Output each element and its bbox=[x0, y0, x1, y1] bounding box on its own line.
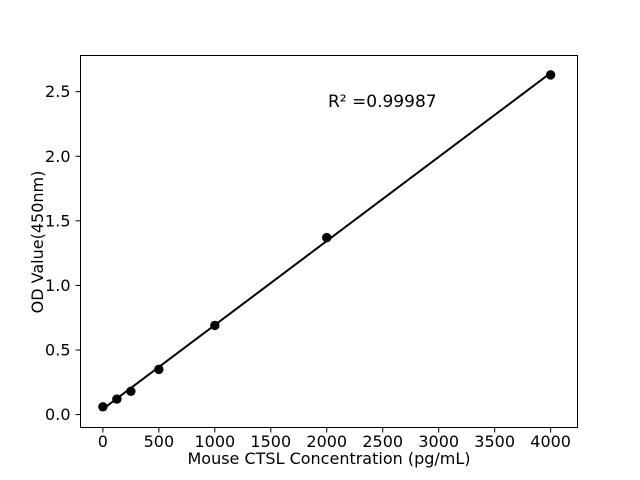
y-tick-label: 2.0 bbox=[45, 147, 70, 166]
x-tick-label: 2000 bbox=[306, 432, 347, 451]
data-point bbox=[154, 364, 164, 375]
x-tick-label: 500 bbox=[144, 432, 175, 451]
x-tick-label: 4000 bbox=[530, 432, 571, 451]
x-axis-label: Mouse CTSL Concentration (pg/mL) bbox=[187, 449, 470, 468]
x-tick-label: 3500 bbox=[474, 432, 515, 451]
y-axis-label: OD Value(450nm) bbox=[28, 171, 47, 314]
x-tick-label: 1500 bbox=[250, 432, 291, 451]
data-point bbox=[126, 386, 136, 397]
chart-plot-area: 0 500 1000 1500 2000 2500 3000 3500 4000 0.0 0.5 1.… bbox=[45, 55, 578, 451]
plot-border bbox=[80, 55, 578, 428]
x-tick-label: 0 bbox=[98, 432, 108, 451]
data-point bbox=[112, 394, 122, 404]
y-tick-label: 0.0 bbox=[45, 405, 70, 424]
data-point bbox=[322, 232, 332, 243]
y-tick-label: 2.5 bbox=[45, 82, 70, 101]
x-tick-label: 3000 bbox=[418, 432, 459, 451]
data-point bbox=[210, 320, 220, 331]
data-point bbox=[545, 70, 556, 80]
y-tick-label: 0.5 bbox=[45, 341, 70, 360]
y-tick-label: 1.0 bbox=[45, 276, 70, 295]
r-squared-annotation: R² =0.99987 bbox=[328, 92, 437, 112]
x-tick-label: 1000 bbox=[194, 432, 235, 451]
y-tick-label: 1.5 bbox=[45, 211, 70, 230]
data-point bbox=[98, 402, 108, 412]
x-tick-label: 2500 bbox=[362, 432, 403, 451]
